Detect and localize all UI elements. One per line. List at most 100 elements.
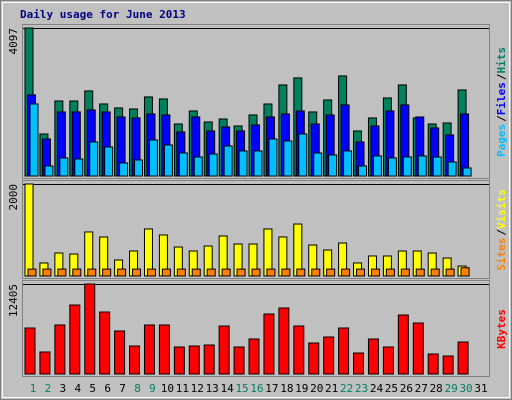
bar	[412, 322, 424, 375]
bar	[397, 314, 409, 375]
x-tick-label: 23	[355, 382, 368, 395]
x-tick-label: 31	[474, 382, 487, 395]
bar	[341, 268, 351, 277]
bar	[223, 145, 233, 177]
y-tick-label: 4097	[7, 28, 20, 55]
legend: KBytes	[495, 309, 508, 349]
x-tick-label: 13	[206, 382, 219, 395]
x-tick-label: 2	[45, 382, 52, 395]
x-tick-label: 3	[60, 382, 67, 395]
bar	[400, 268, 410, 277]
bar	[193, 156, 203, 177]
bar	[119, 162, 129, 177]
bar	[129, 345, 141, 375]
bar	[54, 324, 66, 375]
legend-entry: Visits	[495, 189, 508, 229]
x-tick-label: 25	[385, 382, 398, 395]
bar	[370, 268, 380, 277]
x-tick-label: 15	[235, 382, 248, 395]
legend: Pages/Files/Hits	[495, 47, 508, 157]
legend: Sites /Visits	[495, 189, 508, 271]
bar	[59, 157, 69, 177]
x-tick-label: 29	[445, 382, 458, 395]
bar	[27, 268, 37, 277]
bar	[367, 338, 379, 375]
x-tick-label: 6	[104, 382, 111, 395]
bar	[134, 159, 144, 177]
bar	[233, 346, 245, 375]
x-tick-label: 17	[265, 382, 278, 395]
x-tick-label: 26	[400, 382, 413, 395]
y-tick-label: 2000	[7, 184, 20, 211]
x-tick-label: 8	[134, 382, 141, 395]
bar	[462, 167, 472, 177]
x-tick-label: 28	[430, 382, 443, 395]
bar	[221, 268, 231, 277]
x-tick-label: 22	[340, 382, 353, 395]
bar	[117, 268, 127, 277]
bar	[208, 153, 218, 177]
bar	[176, 268, 186, 277]
x-tick-label: 19	[295, 382, 308, 395]
bar	[188, 345, 200, 375]
bar	[158, 324, 170, 375]
x-tick-label: 5	[89, 382, 96, 395]
bar	[44, 165, 54, 177]
panel	[22, 180, 490, 279]
x-tick-label: 30	[459, 382, 472, 395]
bar	[24, 327, 36, 375]
bar	[206, 268, 216, 277]
bar	[281, 268, 291, 277]
bar	[402, 156, 412, 177]
bar	[311, 268, 321, 277]
bar	[99, 311, 111, 375]
bar	[442, 355, 454, 375]
bar	[353, 352, 365, 375]
bar	[102, 268, 112, 277]
legend-entry: KBytes	[495, 309, 508, 349]
bar	[148, 139, 158, 177]
bar	[372, 155, 382, 177]
bar	[427, 353, 439, 375]
bar	[308, 342, 320, 375]
legend-separator: /	[495, 115, 508, 122]
bar	[457, 341, 469, 375]
bar	[460, 267, 470, 277]
x-tick-label: 12	[191, 382, 204, 395]
bar	[326, 268, 336, 277]
bar	[266, 268, 276, 277]
bar	[323, 336, 335, 375]
bar	[447, 161, 457, 177]
bar	[132, 268, 142, 277]
bar	[104, 146, 114, 177]
legend-entry: Sites	[495, 238, 508, 271]
bar	[263, 313, 275, 375]
bar	[385, 268, 395, 277]
bar	[29, 103, 39, 177]
bar	[72, 268, 82, 277]
bar	[238, 150, 248, 177]
legend-entry: Hits	[495, 47, 508, 74]
bar	[203, 344, 215, 375]
legend-entry: Pages	[495, 124, 508, 157]
bar	[343, 150, 353, 177]
bar	[382, 346, 394, 375]
x-tick-label: 1	[30, 382, 37, 395]
bar	[39, 351, 51, 375]
bar	[178, 152, 188, 177]
bar	[87, 268, 97, 277]
bar	[296, 268, 306, 277]
bar	[328, 154, 338, 177]
bar	[356, 268, 366, 277]
panel	[22, 24, 490, 179]
bar	[161, 268, 171, 277]
bar	[89, 141, 99, 177]
bar	[293, 223, 303, 277]
bar	[298, 133, 308, 177]
x-tick-label: 24	[370, 382, 384, 395]
chart-title: Daily usage for June 2013	[20, 8, 186, 21]
bar	[42, 268, 52, 277]
bar	[338, 327, 350, 375]
